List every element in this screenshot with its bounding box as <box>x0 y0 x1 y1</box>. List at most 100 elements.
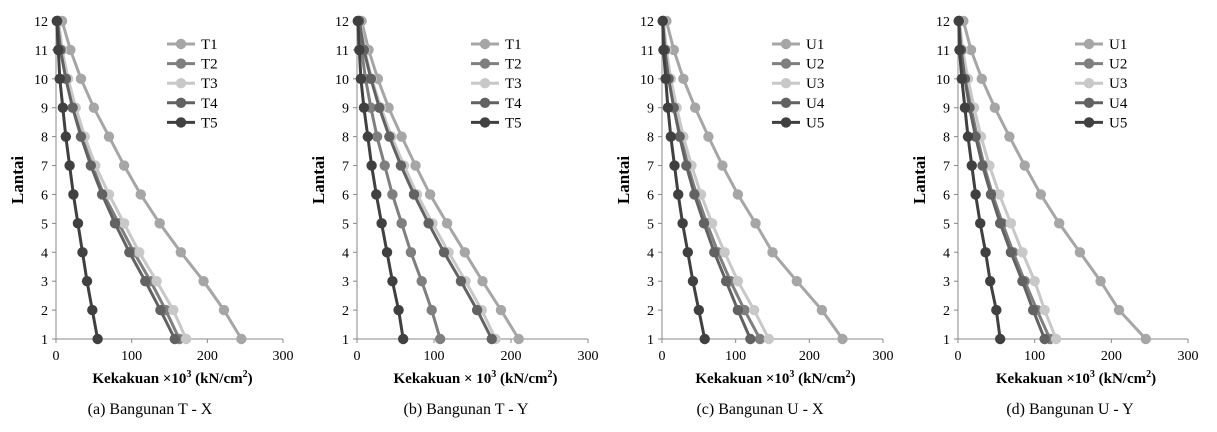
data-point-U5 <box>954 44 965 56</box>
legend-marker-T5 <box>175 117 187 128</box>
data-point-T5 <box>60 131 72 142</box>
x-tick-label: 100 <box>121 349 142 364</box>
x-axis-label-end: ) <box>248 371 253 387</box>
data-point-T3 <box>134 247 145 258</box>
legend-marker-T2 <box>479 58 491 69</box>
legend-label-T1: T1 <box>505 37 522 53</box>
legend-marker-U3 <box>780 78 792 89</box>
x-axis-label-main: Kekakuan ×10 <box>996 371 1090 387</box>
data-point-T4 <box>169 333 180 345</box>
data-point-U1 <box>1035 189 1047 200</box>
legend-label-T3: T3 <box>201 76 218 92</box>
legend-marker-T4 <box>479 97 491 109</box>
y-tick-label: 7 <box>41 160 48 175</box>
legend-label-T4: T4 <box>201 96 218 112</box>
series-line-U2 <box>662 20 762 340</box>
data-point-U5 <box>956 73 968 85</box>
x-axis-label-unit-exponent: 2 <box>243 369 248 380</box>
series-U2 <box>658 15 766 345</box>
y-tick-label: 1 <box>342 333 349 348</box>
data-point-U3 <box>719 247 730 258</box>
data-point-U5 <box>980 247 991 258</box>
data-point-U1 <box>689 102 701 113</box>
legend-marker-U5 <box>1083 117 1095 128</box>
x-tick-label: 200 <box>501 349 522 364</box>
y-tick-label: 11 <box>937 44 950 59</box>
y-tick-label: 10 <box>34 73 48 88</box>
y-tick-label: 10 <box>640 73 654 88</box>
legend-label-U5: U5 <box>1109 115 1127 131</box>
data-point-U4 <box>1005 247 1017 258</box>
data-point-T3 <box>180 333 192 345</box>
y-tick-label: 11 <box>641 44 654 59</box>
data-point-T2 <box>387 189 398 200</box>
data-point-T4 <box>109 218 121 229</box>
series-U4 <box>657 15 756 345</box>
data-point-T5 <box>352 15 363 27</box>
data-point-U3 <box>1039 304 1050 316</box>
data-point-U4 <box>689 189 700 200</box>
data-point-U1 <box>791 275 803 287</box>
data-point-U5 <box>994 333 1006 345</box>
legend-marker-U1 <box>1083 38 1095 50</box>
x-axis-label-exponent: 3 <box>186 369 191 380</box>
legend-marker-U3 <box>1083 78 1095 89</box>
data-point-U1 <box>1054 218 1065 229</box>
data-point-U1 <box>1113 304 1125 316</box>
data-point-T1 <box>88 102 100 113</box>
data-point-U4 <box>1017 275 1028 287</box>
data-point-U5 <box>677 218 688 229</box>
data-point-U5 <box>660 73 671 85</box>
data-point-T1 <box>459 247 470 258</box>
data-point-U5 <box>991 304 1002 316</box>
y-tick-label: 7 <box>943 160 950 175</box>
legend-marker-U1 <box>780 38 792 50</box>
y-tick-label: 9 <box>647 102 654 117</box>
data-point-T4 <box>408 189 420 200</box>
data-point-U4 <box>709 247 720 258</box>
y-tick-label: 3 <box>41 275 48 290</box>
x-axis-label-unit: (kN/cm <box>191 371 243 387</box>
y-tick-label: 4 <box>943 246 950 261</box>
data-point-U4 <box>745 333 756 345</box>
data-point-T5 <box>54 73 65 85</box>
x-axis-label-unit-exponent: 2 <box>548 369 553 380</box>
data-point-T5 <box>354 44 365 56</box>
data-point-U4 <box>698 218 710 229</box>
data-point-U5 <box>687 275 699 287</box>
data-point-U1 <box>1095 275 1106 287</box>
data-point-U1 <box>1004 131 1015 142</box>
data-point-U5 <box>975 218 986 229</box>
data-point-T1 <box>118 160 130 171</box>
series-line-T1 <box>360 20 520 340</box>
legend-label-T4: T4 <box>505 96 522 112</box>
x-axis-label-unit: (kN/cm <box>496 371 548 387</box>
data-point-U5 <box>658 44 669 56</box>
data-point-U1 <box>678 73 689 85</box>
x-axis-label: Kekakuan ×103 (kN/cm2) <box>996 369 1156 387</box>
legend-label-U3: U3 <box>1109 76 1127 92</box>
x-axis-label-exponent: 3 <box>491 369 496 380</box>
x-axis-label: Kekakuan ×103 (kN/cm2) <box>695 369 855 387</box>
data-point-T5 <box>366 160 377 171</box>
y-tick-label: 2 <box>342 304 349 319</box>
x-tick-label: 300 <box>273 349 294 364</box>
y-tick-label: 12 <box>335 15 349 30</box>
data-point-T4 <box>67 102 78 113</box>
data-point-T4 <box>124 247 135 258</box>
y-tick-label: 12 <box>640 15 654 30</box>
y-tick-label: 1 <box>41 333 48 348</box>
data-point-T1 <box>495 304 507 316</box>
data-point-T5 <box>57 102 69 113</box>
data-point-T2 <box>371 131 383 142</box>
y-tick-label: 3 <box>647 275 654 290</box>
data-point-U4 <box>732 304 744 316</box>
data-point-T1 <box>513 333 524 345</box>
x-tick-label: 200 <box>197 349 218 364</box>
data-point-U4 <box>977 160 988 171</box>
y-tick-label: 10 <box>335 73 349 88</box>
data-point-U1 <box>989 102 1000 113</box>
data-point-T5 <box>381 247 393 258</box>
legend-label-T2: T2 <box>201 57 218 73</box>
